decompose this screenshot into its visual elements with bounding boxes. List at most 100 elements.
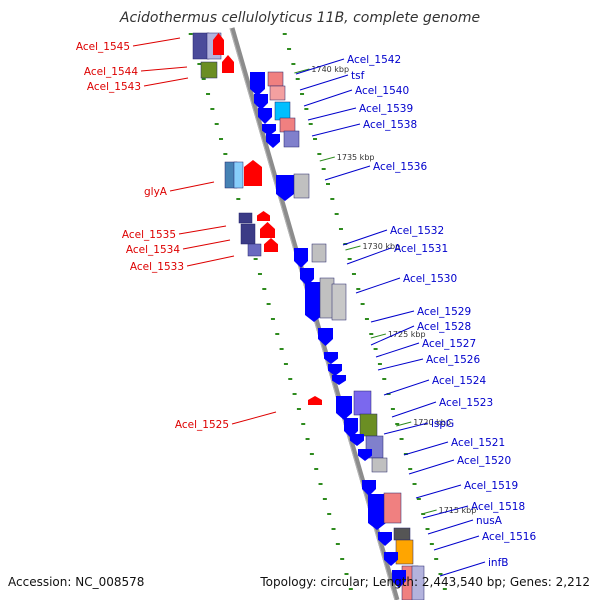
ruler-dot	[288, 378, 293, 380]
ruler-dot	[412, 483, 417, 485]
label-leader	[231, 411, 277, 425]
gene-arrow-forward	[266, 134, 280, 148]
gene-label-forward[interactable]: infB	[488, 557, 508, 569]
gene-label-forward[interactable]: Acel_1526	[426, 354, 480, 366]
ruler-dot	[301, 423, 306, 425]
label-leader	[439, 561, 486, 577]
ruler-dot	[300, 93, 305, 95]
gene-label-forward[interactable]: Acel_1540	[355, 85, 409, 97]
gene-label-forward[interactable]: ispG	[431, 418, 454, 430]
gene-label-forward[interactable]: Acel_1529	[417, 306, 471, 318]
ruler-dot	[282, 33, 287, 35]
label-leader	[132, 37, 181, 47]
gene-label-forward[interactable]: Acel_1527	[422, 338, 476, 350]
gene-arrow-forward	[368, 494, 386, 530]
ruler-dot	[197, 63, 202, 65]
label-leader	[422, 505, 469, 519]
gene-label-reverse[interactable]: glyA	[144, 186, 168, 198]
ruler-dot	[434, 558, 439, 560]
gene-label-forward[interactable]: Acel_1530	[403, 273, 457, 285]
kbp-label: 1715 kbp	[439, 506, 477, 515]
gene-arrow-reverse	[213, 33, 224, 55]
ruler-dot	[347, 258, 352, 260]
kbp-label: 1720 kbp	[413, 418, 451, 427]
gene-box-reverse	[238, 212, 253, 224]
ruler-dot	[305, 438, 310, 440]
ruler-dot	[296, 408, 301, 410]
ruler-dot	[236, 198, 241, 200]
gene-box-forward	[359, 413, 378, 437]
label-leader	[383, 422, 429, 435]
gene-label-forward[interactable]: Acel_1523	[439, 397, 493, 409]
ruler-dot	[257, 273, 262, 275]
gene-label-forward[interactable]: Acel_1539	[359, 103, 413, 115]
gene-arrow-forward	[350, 434, 364, 446]
gene-label-forward[interactable]: Acel_1524	[432, 375, 486, 387]
label-leader	[182, 239, 231, 250]
ruler-dot	[287, 48, 292, 50]
label-leader	[375, 342, 420, 358]
ruler-dot	[348, 588, 353, 590]
kbp-label: 1740 kbp	[311, 65, 349, 74]
gene-label-forward[interactable]: Acel_1536	[373, 161, 427, 173]
ruler-dot	[438, 573, 443, 575]
label-leader	[295, 58, 345, 75]
gene-box-forward	[395, 539, 414, 565]
ruler-dot	[373, 348, 378, 350]
gene-label-forward[interactable]: Acel_1528	[417, 321, 471, 333]
ruler-dot	[377, 363, 382, 365]
gene-label-reverse[interactable]: Acel_1545	[76, 41, 130, 53]
ruler-dot	[214, 123, 219, 125]
gene-label-forward[interactable]: Acel_1521	[451, 437, 505, 449]
ruler-dot	[408, 468, 413, 470]
gene-box-reverse	[240, 223, 256, 245]
label-leader	[186, 255, 235, 267]
gene-box-reverse	[233, 161, 244, 189]
gene-arrow-forward	[254, 94, 268, 110]
gene-label-reverse[interactable]: Acel_1534	[126, 244, 180, 256]
ruler-dot	[270, 318, 275, 320]
gene-label-forward[interactable]: Acel_1532	[390, 225, 444, 237]
gene-arrow-forward	[324, 352, 338, 364]
gene-label-reverse[interactable]: Acel_1533	[130, 261, 184, 273]
ruler-dot	[327, 513, 332, 515]
gene-label-reverse[interactable]: Acel_1543	[87, 81, 141, 93]
gene-box-forward	[353, 390, 372, 416]
gene-label-forward[interactable]: Acel_1542	[347, 54, 401, 66]
ruler-dot	[442, 588, 447, 590]
ruler-dot	[223, 153, 228, 155]
gene-label-forward[interactable]: Acel_1531	[394, 243, 448, 255]
ruler-dot	[219, 138, 224, 140]
gene-label-forward[interactable]: Acel_1516	[482, 531, 536, 543]
gene-box-forward	[283, 130, 300, 148]
kbp-tick	[294, 68, 310, 74]
gene-label-reverse[interactable]: Acel_1544	[84, 66, 138, 78]
gene-label-forward[interactable]: Acel_1538	[363, 119, 417, 131]
ruler-dot	[309, 453, 314, 455]
ruler-dot	[206, 93, 211, 95]
ruler-dot	[318, 483, 323, 485]
ruler-dot	[292, 393, 297, 395]
gene-label-reverse[interactable]: Acel_1535	[122, 229, 176, 241]
ruler-dot	[313, 138, 318, 140]
gene-label-forward[interactable]: Acel_1519	[464, 480, 518, 492]
gene-label-forward[interactable]: Acel_1520	[457, 455, 511, 467]
gene-label-forward[interactable]: Acel_1518	[471, 501, 525, 513]
ruler-dot	[369, 333, 374, 335]
gene-arrow-reverse	[257, 211, 270, 221]
gene-arrow-forward	[328, 364, 342, 376]
gene-label-reverse[interactable]: Acel_1525	[175, 419, 229, 431]
gene-box-forward	[371, 457, 388, 473]
gene-arrow-forward	[378, 532, 392, 546]
label-leader	[346, 247, 392, 265]
kbp-tick	[345, 245, 361, 251]
gene-box-forward	[411, 565, 425, 600]
ruler-dot	[340, 558, 345, 560]
gene-arrow-forward	[362, 480, 376, 496]
kbp-label: 1735 kbp	[337, 153, 375, 162]
kbp-tick	[421, 509, 437, 515]
gene-arrow-reverse	[222, 55, 234, 73]
gene-label-forward[interactable]: tsf	[351, 70, 365, 82]
gene-box-forward	[393, 527, 411, 541]
gene-label-forward[interactable]: nusA	[476, 515, 503, 527]
